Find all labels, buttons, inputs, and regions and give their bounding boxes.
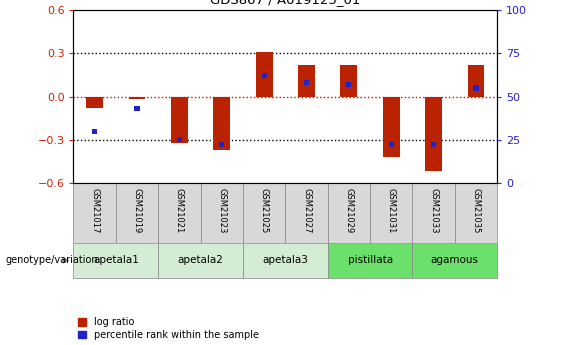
- Text: pistillata: pistillata: [347, 256, 393, 265]
- Bar: [383, 97, 399, 157]
- Bar: [177, 137, 182, 142]
- Title: GDS867 / A019125_01: GDS867 / A019125_01: [210, 0, 360, 7]
- Text: GSM21021: GSM21021: [175, 188, 184, 233]
- Bar: [134, 106, 140, 111]
- Bar: [346, 82, 351, 87]
- Bar: [425, 97, 442, 171]
- Bar: [389, 142, 394, 148]
- Bar: [412, 183, 455, 243]
- Bar: [255, 52, 273, 97]
- Bar: [370, 183, 412, 243]
- Bar: [468, 65, 485, 97]
- Bar: [340, 65, 358, 97]
- Text: GSM21019: GSM21019: [133, 188, 141, 233]
- Bar: [171, 97, 188, 142]
- Bar: [214, 97, 231, 150]
- Bar: [298, 65, 315, 97]
- Bar: [328, 243, 412, 278]
- Bar: [219, 142, 224, 148]
- Bar: [92, 128, 97, 134]
- Text: GSM21023: GSM21023: [218, 188, 226, 233]
- Bar: [201, 183, 243, 243]
- Bar: [243, 243, 328, 278]
- Bar: [431, 142, 436, 148]
- Bar: [116, 183, 158, 243]
- Bar: [304, 80, 309, 86]
- Text: GSM21031: GSM21031: [387, 188, 396, 233]
- Bar: [285, 183, 328, 243]
- Text: GSM21027: GSM21027: [302, 188, 311, 233]
- Text: apetala1: apetala1: [93, 256, 139, 265]
- Bar: [262, 73, 267, 79]
- Text: agamous: agamous: [431, 256, 479, 265]
- Bar: [73, 183, 116, 243]
- Text: apetala3: apetala3: [262, 256, 308, 265]
- Bar: [73, 243, 158, 278]
- Bar: [455, 183, 497, 243]
- Bar: [86, 97, 103, 108]
- Bar: [243, 183, 285, 243]
- Text: genotype/variation: genotype/variation: [6, 256, 98, 265]
- Text: apetala2: apetala2: [177, 256, 224, 265]
- Bar: [158, 183, 201, 243]
- Bar: [328, 183, 370, 243]
- Legend: log ratio, percentile rank within the sample: log ratio, percentile rank within the sa…: [79, 317, 259, 340]
- Bar: [473, 86, 479, 91]
- Text: GSM21035: GSM21035: [472, 188, 480, 233]
- Text: GSM21017: GSM21017: [90, 188, 99, 233]
- Bar: [412, 243, 497, 278]
- Text: GSM21025: GSM21025: [260, 188, 268, 233]
- Text: GSM21029: GSM21029: [345, 188, 353, 233]
- Bar: [158, 243, 243, 278]
- Text: GSM21033: GSM21033: [429, 188, 438, 233]
- Bar: [128, 97, 145, 99]
